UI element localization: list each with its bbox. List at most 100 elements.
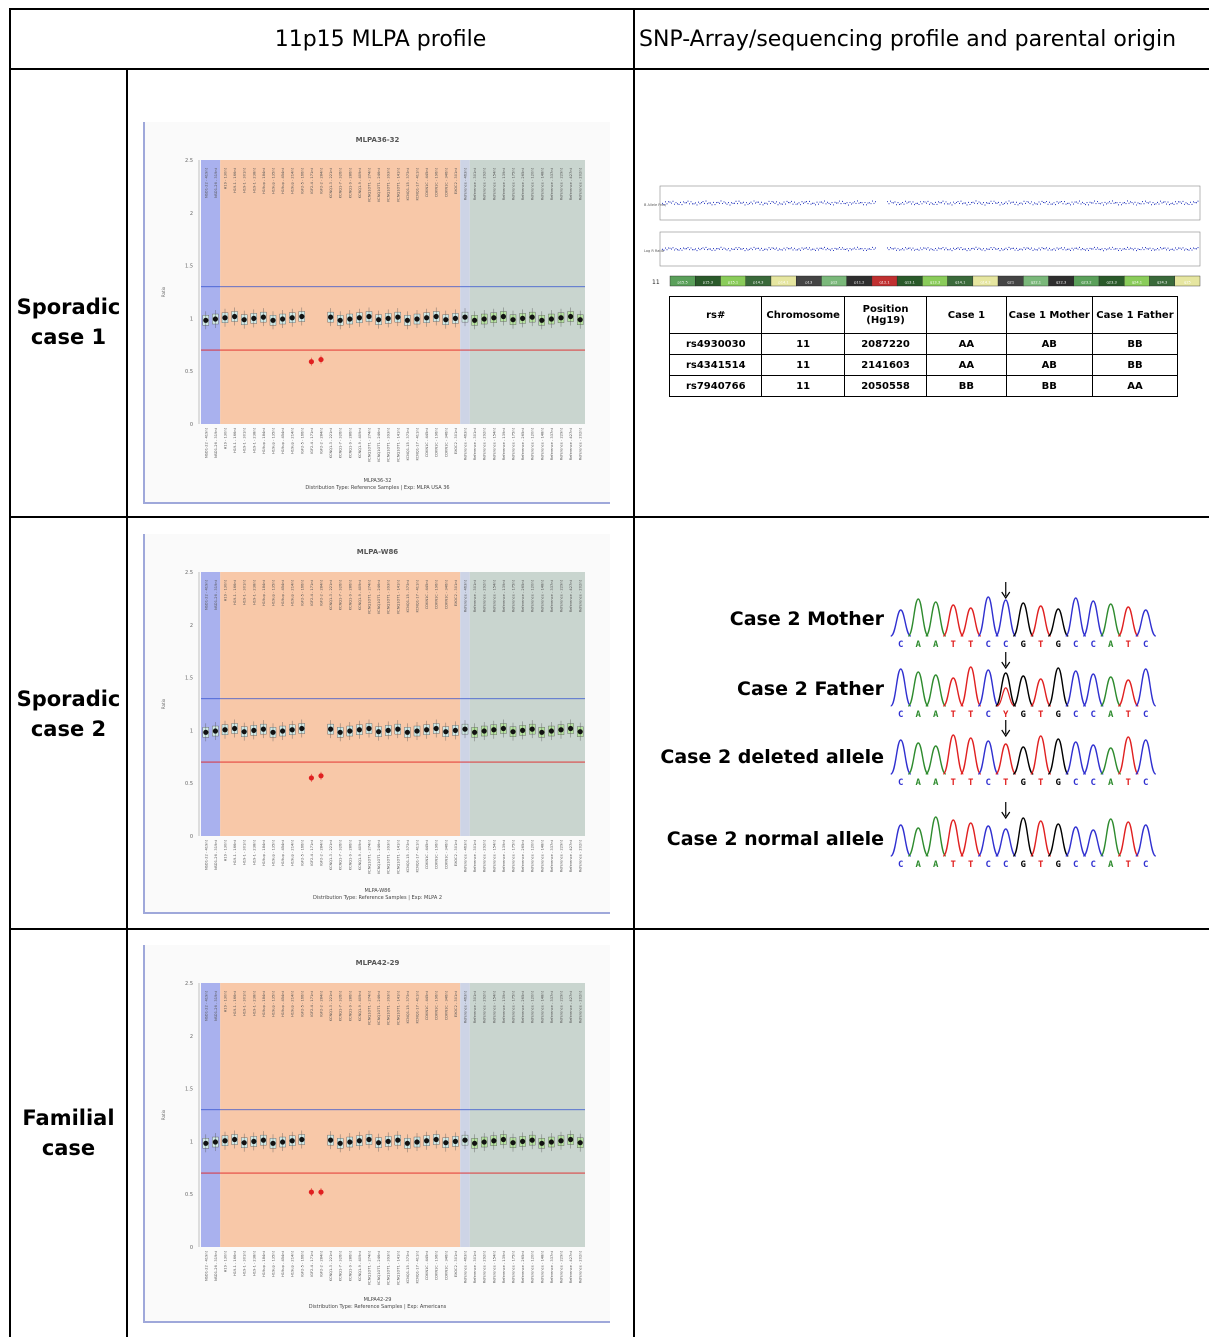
probe-position-label: H19-1 - 166nt (233, 427, 237, 453)
band-label: q25 (1184, 281, 1191, 285)
base-call: C (1073, 640, 1078, 650)
probe-position-label: H19up - 454nt (281, 1250, 285, 1277)
probe-label: H19up - 454nt (281, 167, 285, 194)
probe-label: IGF2-5 - 166nt (300, 167, 304, 193)
probe-label: Reference - 301nt (473, 990, 477, 1023)
probe-position-label: H19up - 184nt (262, 427, 266, 454)
band-label: p15.3 (703, 281, 713, 285)
probe-point (385, 1138, 391, 1144)
probe-label: KCNQ1-9 - 409nt (358, 990, 362, 1021)
probe-position-label: Reference - 301nt (473, 839, 477, 872)
chromatogram-peak (1082, 829, 1104, 857)
base-call: A (1108, 860, 1114, 870)
chromatogram-peak (942, 677, 964, 707)
probe-label: CDKN1C - 196nt (435, 167, 439, 197)
probe-point (356, 315, 362, 321)
probe-point (241, 1140, 247, 1146)
probe-label: H19up - 454nt (281, 579, 285, 606)
probe-label: KCNQ1OT1 - 141nt (396, 579, 400, 614)
probe-point (270, 1140, 276, 1146)
y-tick-label: 2.5 (185, 570, 193, 576)
probe-position-label: KCNQ1OT1 - 246nt (377, 427, 381, 462)
probe-label: Reference - 337nt (550, 167, 554, 200)
probe-position-label: KCNQ1-9 - 286nt (348, 1250, 352, 1281)
probe-point (558, 727, 564, 733)
chromatogram-peak (995, 743, 1017, 775)
probe-position-label: IGF2-4 - 171nt (310, 839, 314, 866)
probe-position-label: Reference - 229nt (560, 1250, 564, 1283)
chromatogram-peak (890, 668, 912, 707)
y-tick-label: 0.5 (185, 369, 193, 375)
band-label: p12 (831, 281, 838, 285)
probe-point (452, 727, 458, 733)
probe-position-label: KCNQ1-9 - 409nt (358, 839, 362, 870)
base-call: G (1021, 860, 1026, 870)
table-header-cell: rs# (668, 296, 763, 334)
probe-point (462, 1137, 468, 1143)
y-tick-label: 1.5 (185, 264, 193, 270)
probe-position-label: EXOC2 - 301nt (454, 839, 458, 866)
probe-position-label: KCNQ1OT1 - 141nt (396, 427, 400, 462)
y-tick-label: 1 (190, 1139, 193, 1145)
y-tick-label: 0 (190, 422, 193, 428)
band-label: p15.5 (677, 281, 687, 285)
probe-point (289, 727, 295, 733)
probe-label: NSD1-22 - 419nt (204, 167, 208, 198)
region-11p15 (220, 572, 461, 836)
base-call: T (1126, 778, 1132, 788)
probe-label: KCNQ1OT1 - 141nt (396, 990, 400, 1025)
region-11p15 (220, 983, 461, 1247)
base-call: T (951, 710, 957, 720)
probe-label: CDKN1C - 346nt (444, 579, 448, 609)
probe-point (212, 1139, 218, 1145)
base-call: G (1056, 640, 1061, 650)
table-cell: BB (1091, 333, 1179, 355)
probe-point (529, 314, 535, 320)
table-header-cell: Chromosome (761, 296, 845, 334)
y-tick-label: 0.5 (185, 781, 193, 787)
probe-position-label: Reference - 175nt (512, 1250, 516, 1283)
probe-point (424, 1138, 430, 1144)
probe-label: Reference - 229nt (560, 990, 564, 1023)
base-call: T (968, 640, 974, 650)
probe-position-label: Reference - 301nt (473, 1250, 477, 1283)
probe-point (260, 314, 266, 320)
base-call: C (898, 778, 903, 788)
arrow-icon (1001, 661, 1011, 670)
probe-label: KCNQ1-9 - 409nt (358, 579, 362, 610)
probe-position-label: KCNQ1-3 - 221nt (329, 427, 333, 458)
y-tick-label: 1 (190, 316, 193, 322)
band-label: p15.1 (728, 281, 738, 285)
probe-point (500, 1136, 506, 1143)
probe-position-label: Reference - 292nt (483, 1250, 487, 1283)
probe-position-label: KCNQ1-3 - 221nt (329, 1250, 333, 1281)
probe-position-label: KCNQ1OT1 - 393nt (387, 1250, 391, 1285)
chromatogram-label: Case 2 Mother (729, 608, 884, 630)
probe-label: H19 - 130nt (224, 990, 228, 1012)
mlpa-title: MLPA-W86 (356, 548, 399, 556)
probe-label: KCNQ1-17 - 411nt (416, 167, 420, 200)
chromatogram-peak (942, 604, 964, 637)
probe-label: IGF2-4 - 171nt (310, 167, 314, 193)
probe-position-label: H19-1 - 166nt (233, 1250, 237, 1276)
probe-point (558, 315, 564, 321)
chromatogram-peak (1135, 739, 1157, 775)
probe-position-label: Reference - 120nt (531, 427, 535, 460)
probe-position-label: KCNQ1OT1 - 274nt (368, 427, 372, 462)
probe-point (232, 725, 238, 732)
chromatogram-peak (1082, 673, 1104, 707)
table-cell: AB (1005, 333, 1093, 355)
probe-point (529, 1137, 535, 1143)
probe-position-label: IGF2-5 - 166nt (300, 1250, 304, 1277)
probe-position-label: H19-1 - 301nt (243, 427, 247, 453)
table-cell: rs4341514 (668, 354, 763, 376)
probe-point (337, 729, 343, 735)
probe-point (280, 728, 286, 734)
probe-point (472, 1140, 478, 1146)
probe-position-label: CDKN1C - 196nt (435, 1250, 439, 1280)
probe-label: KCNQ1OT1 - 393nt (387, 579, 391, 614)
chromatogram-peak (1030, 678, 1052, 707)
probe-label: KCNQ1OT1 - 274nt (368, 579, 372, 614)
probe-label: Reference - 120nt (531, 990, 535, 1023)
y-tick-label: 2 (190, 623, 193, 629)
